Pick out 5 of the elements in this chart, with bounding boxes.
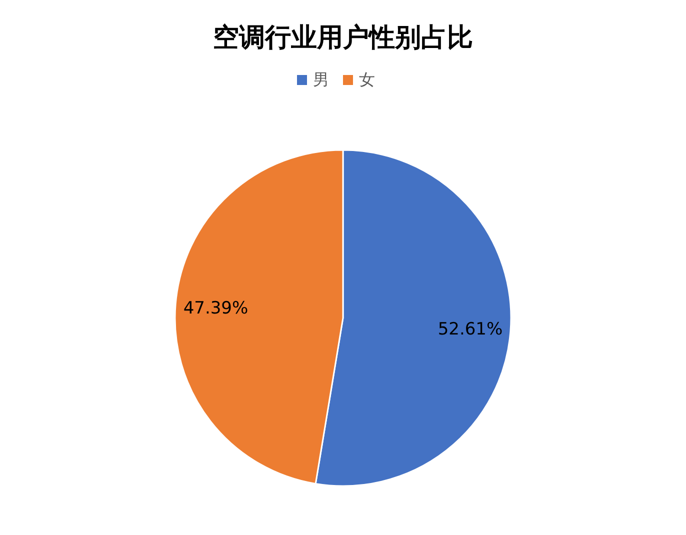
legend-label: 男	[313, 70, 329, 89]
chart-title: 空调行业用户性别占比	[213, 23, 473, 53]
data-label: 52.61%	[438, 319, 503, 340]
legend-label: 女	[359, 70, 375, 89]
data-label: 47.39%	[183, 298, 248, 319]
